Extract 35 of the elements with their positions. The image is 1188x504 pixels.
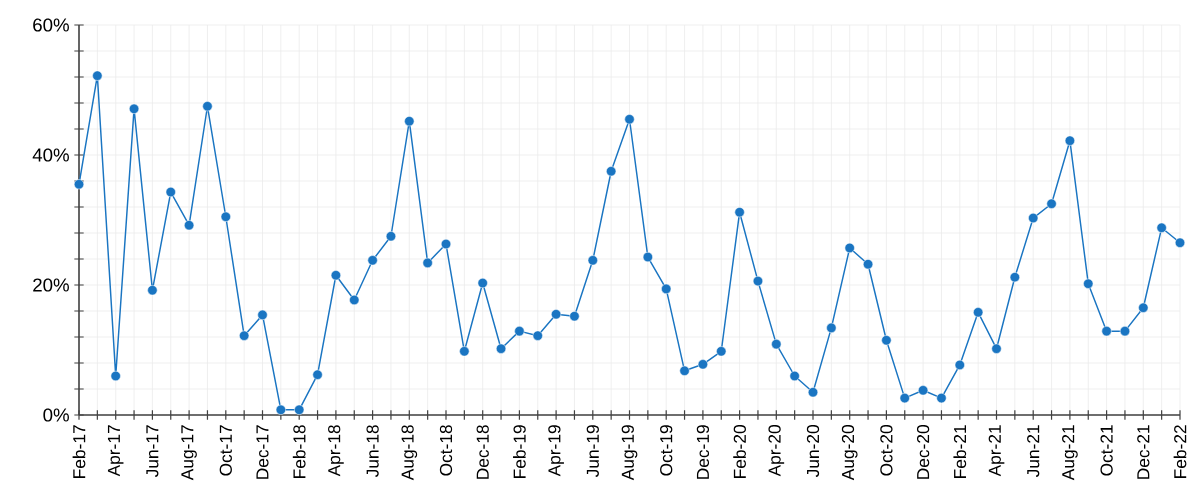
x-tick-label: Oct-17 bbox=[219, 425, 232, 476]
x-tick-label: Oct-19 bbox=[660, 425, 673, 476]
y-tick-label: 40% bbox=[32, 148, 69, 162]
x-tick-label: Apr-18 bbox=[328, 425, 344, 477]
x-tick-label: Dec-19 bbox=[696, 425, 710, 479]
x-tick-label: Feb-17 bbox=[72, 425, 86, 478]
x-tick-label: Jun-17 bbox=[146, 425, 159, 478]
x-tick-label: Feb-19 bbox=[513, 425, 526, 478]
x-tick-label: Apr-19 bbox=[548, 425, 564, 477]
x-tick-label: Oct-18 bbox=[439, 425, 453, 476]
x-tick-label: Apr-21 bbox=[988, 425, 1005, 477]
x-tick-label: Aug-17 bbox=[181, 425, 197, 481]
x-tick-label: Dec-20 bbox=[916, 425, 930, 479]
y-tick-label: 0% bbox=[43, 408, 69, 422]
x-tick-label: Aug-18 bbox=[401, 425, 418, 481]
x-tick-label: Oct-20 bbox=[880, 425, 893, 476]
x-tick-label: Feb-18 bbox=[292, 425, 306, 478]
y-tick-label: 60% bbox=[33, 18, 69, 32]
x-tick-label: Oct-21 bbox=[1100, 425, 1113, 476]
x-tick-label: Jun-20 bbox=[806, 425, 820, 478]
x-tick-label: Aug-21 bbox=[1062, 425, 1078, 481]
x-tick-label: Feb-22 bbox=[1173, 425, 1187, 478]
x-tick-label: Aug-20 bbox=[841, 425, 858, 481]
y-tick-label: 20% bbox=[33, 278, 69, 292]
x-tick-label: Feb-21 bbox=[953, 425, 967, 478]
x-tick-label: Apr-17 bbox=[107, 425, 124, 477]
x-tick-label: Aug-19 bbox=[621, 425, 638, 481]
x-tick-label: Dec-17 bbox=[256, 425, 269, 479]
x-tick-label: Jun-18 bbox=[366, 425, 379, 478]
x-tick-label: Apr-20 bbox=[768, 425, 785, 477]
x-tick-label: Jun-19 bbox=[586, 425, 599, 478]
x-tick-label: Feb-20 bbox=[733, 425, 746, 478]
x-tick-label: Dec-21 bbox=[1137, 425, 1150, 479]
x-tick-label: Jun-21 bbox=[1027, 425, 1040, 478]
x-tick-label: Dec-18 bbox=[476, 425, 489, 479]
